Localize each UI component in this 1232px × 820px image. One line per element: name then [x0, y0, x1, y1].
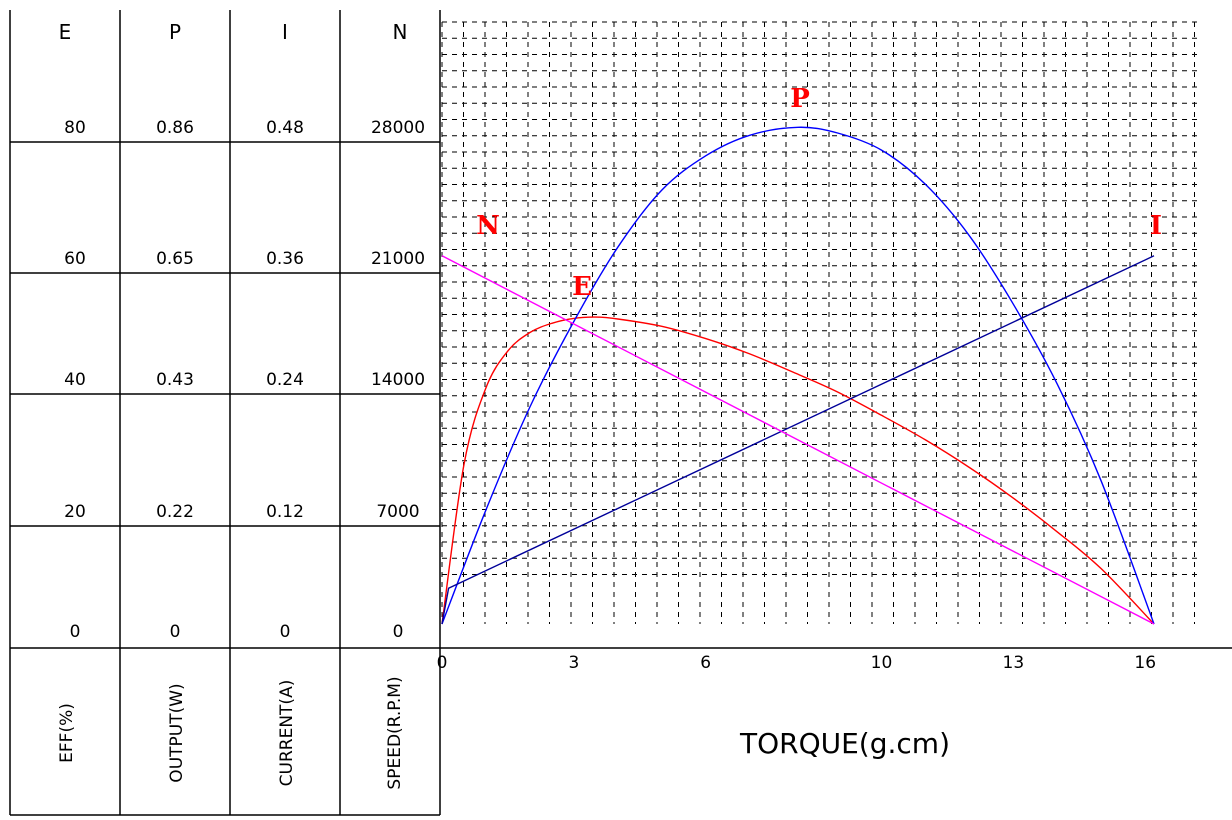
- x-tick-label: 6: [700, 653, 711, 673]
- scale-tick-label: 21000: [371, 249, 425, 269]
- x-axis-title: TORQUE(g.cm): [739, 727, 950, 760]
- scale-tick-label: 28000: [371, 118, 425, 138]
- x-tick-label: 0: [437, 653, 448, 673]
- scale-tick-label: 0.22: [156, 502, 194, 522]
- column-header-i: I: [282, 20, 288, 44]
- series-label-e: E: [572, 272, 592, 302]
- scale-tick-label: 0.43: [156, 370, 194, 390]
- scale-tick-label: 60: [64, 249, 86, 269]
- series-label-p: P: [790, 84, 810, 114]
- plot-curves: [441, 126, 1155, 625]
- scale-tick-label: 40: [64, 370, 86, 390]
- series-line-e: [441, 316, 1155, 625]
- plot-grid: [441, 21, 1200, 624]
- x-tick-label: 13: [1003, 653, 1025, 673]
- scale-tick-label: 20: [64, 502, 86, 522]
- series-line-p: [441, 126, 1155, 625]
- series-label-i: I: [1150, 211, 1162, 241]
- scale-tick-label: 0.86: [156, 118, 194, 138]
- scale-tick-label: 0.12: [266, 502, 304, 522]
- scale-tick-label: 0.48: [266, 118, 304, 138]
- scale-tick-label: 80: [64, 118, 86, 138]
- series-line-n: [441, 255, 1155, 625]
- scale-tick-label: 7000: [376, 502, 419, 522]
- scale-tick-label: 0.36: [266, 249, 304, 269]
- column-header-p: P: [169, 20, 181, 44]
- x-tick-label: 16: [1134, 653, 1156, 673]
- scale-tick-label: 0.65: [156, 249, 194, 269]
- column-header-e: E: [59, 20, 72, 44]
- x-axis: 0 3 6 10 13 16 TORQUE(g.cm): [437, 653, 1156, 760]
- x-tick-label: 10: [871, 653, 893, 673]
- column-header-n: N: [393, 20, 408, 44]
- scale-tick-label: 0: [393, 622, 404, 642]
- series-line-i: [441, 255, 1155, 625]
- scale-tick-label: 0.24: [266, 370, 304, 390]
- series-label-n: N: [476, 211, 500, 241]
- axis-title-n: SPEED(R.P.M): [385, 676, 405, 789]
- axis-title-i: CURRENT(A): [277, 680, 297, 787]
- axis-title-e: EFF(%): [57, 703, 77, 763]
- scale-tick-label: 14000: [371, 370, 425, 390]
- x-tick-label: 3: [568, 653, 579, 673]
- scale-tick-label: 0: [170, 622, 181, 642]
- axis-title-p: OUTPUT(W): [167, 683, 187, 782]
- scale-tick-label: 0: [70, 622, 81, 642]
- curve-labels: E P I N: [476, 84, 1162, 302]
- scale-tick-label: 0: [280, 622, 291, 642]
- scale-table: E806040200EFF(%)P0.860.650.430.220OUTPUT…: [9, 10, 1232, 816]
